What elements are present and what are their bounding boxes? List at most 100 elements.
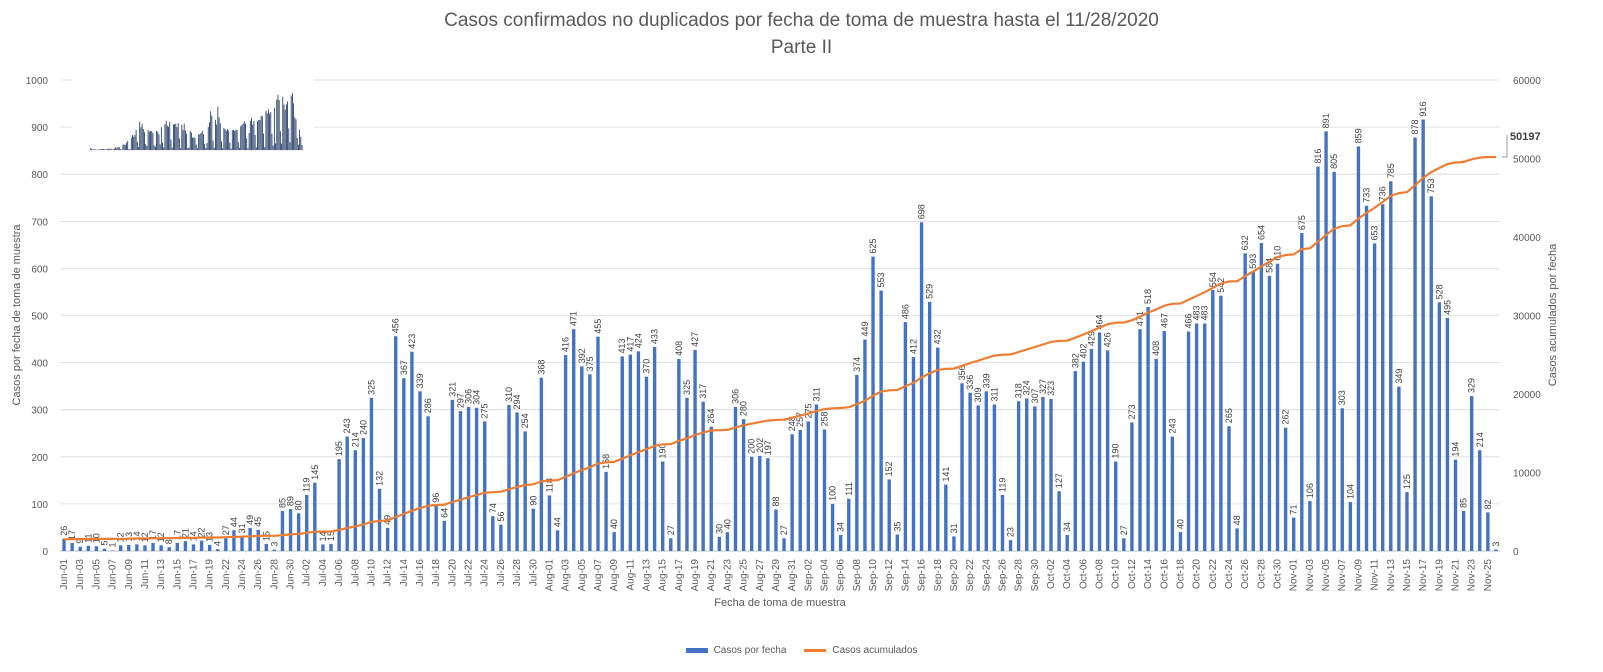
thumbnail-bar	[147, 130, 149, 150]
bar	[135, 544, 139, 551]
x-tick-label: Aug-17	[674, 559, 685, 592]
bar-value-label: 733	[1362, 188, 1372, 203]
bar-value-label: 8	[164, 539, 174, 544]
bar-value-label: 392	[577, 348, 587, 363]
bar-value-label: 916	[1418, 102, 1428, 117]
x-tick-label: Jul-22	[464, 559, 475, 587]
x-tick-label: Sep-22	[965, 559, 976, 592]
bar-value-label: 467	[1159, 313, 1169, 328]
bar	[555, 530, 560, 551]
bar-value-label: 27	[666, 525, 676, 535]
bar-value-label: 40	[609, 519, 619, 529]
bar-value-label: 44	[553, 517, 563, 527]
thumbnail-bar	[199, 134, 201, 150]
thumbnail-bar	[282, 96, 284, 150]
thumbnail-bar	[195, 144, 197, 150]
bar	[1348, 502, 1353, 551]
x-tick-label: Nov-15	[1402, 559, 1413, 592]
x-tick-label: Jun-09	[124, 559, 135, 590]
bar-value-label: 119	[997, 478, 1007, 492]
bar-value-label: 85	[277, 498, 287, 508]
bar	[709, 426, 713, 551]
bar	[838, 534, 843, 551]
bar	[248, 527, 252, 551]
bar	[790, 434, 794, 551]
x-tick-label: Aug-25	[739, 559, 750, 592]
x-tick-label: Oct-18	[1175, 559, 1186, 589]
thumbnail-bar	[257, 121, 258, 150]
thumbnail-bar	[267, 109, 269, 150]
thumbnail-bar	[130, 137, 132, 150]
x-tick-label: Sep-02	[803, 559, 814, 592]
bar-value-label: 34	[1062, 522, 1072, 532]
bar	[127, 544, 131, 551]
bar-value-label: 891	[1321, 113, 1331, 128]
thumbnail-bar	[145, 144, 147, 150]
bar-value-label: 74	[488, 503, 498, 513]
bar	[167, 547, 171, 551]
y-tick-label: 100	[31, 500, 48, 511]
bar	[1065, 534, 1069, 551]
y-tick-label: 200	[31, 453, 48, 464]
bar	[458, 411, 463, 551]
bar-value-label: 96	[431, 493, 441, 503]
bar	[1243, 253, 1247, 551]
bar-value-label: 495	[1442, 300, 1452, 315]
y2-axis-title: Casos acumulados por fecha	[1547, 243, 1559, 386]
x-tick-label: Sep-26	[997, 559, 1008, 592]
thumbnail-bar	[165, 120, 167, 150]
thumbnail-bar	[278, 100, 280, 150]
bar-value-label: 4	[213, 541, 223, 546]
thumbnail-bar	[109, 149, 111, 150]
bar-value-label: 106	[1305, 483, 1315, 498]
bar-value-label: 80	[294, 500, 304, 510]
x-tick-label: Sep-24	[981, 559, 992, 592]
bar-value-label: 374	[852, 357, 862, 372]
bar-value-label: 309	[973, 387, 983, 402]
bar-value-label: 9	[75, 539, 85, 544]
thumbnail-bar	[266, 113, 268, 150]
thumbnail-bar	[123, 144, 125, 150]
x-tick-label: Aug-19	[690, 559, 701, 592]
bar-value-label: 104	[1345, 484, 1355, 499]
thumbnail-bar	[117, 146, 119, 150]
bar	[863, 339, 867, 551]
bar-value-label: 327	[1038, 379, 1048, 394]
thumbnail-bar	[99, 149, 101, 150]
bar	[1478, 450, 1482, 551]
thumbnail-bar	[275, 143, 276, 150]
y-tick-label: 800	[31, 170, 48, 181]
thumbnail-bar	[118, 147, 120, 150]
thumbnail-bar	[104, 149, 106, 150]
bar	[766, 458, 770, 551]
thumbnail-bar	[296, 137, 298, 150]
x-tick-label: Jul-20	[447, 559, 458, 587]
bar	[305, 494, 309, 551]
bar	[1041, 396, 1045, 551]
bar	[604, 471, 608, 551]
bar	[1437, 302, 1442, 551]
bar	[361, 437, 366, 551]
bar	[410, 351, 414, 551]
bar	[1203, 323, 1207, 551]
bar-value-label: 427	[690, 332, 700, 347]
bar	[402, 378, 406, 551]
bar-value-label: 286	[423, 398, 433, 413]
thumbnail-bar	[236, 129, 238, 150]
x-tick-label: Sep-14	[900, 559, 911, 592]
thumbnail-bar	[175, 123, 177, 150]
thumbnail-chart-image	[72, 72, 314, 162]
bar	[1421, 119, 1425, 552]
thumbnail-bar	[98, 149, 100, 150]
thumbnail-bar	[294, 117, 296, 150]
thumbnail-bar	[300, 136, 302, 150]
bar-value-label: 14	[318, 531, 328, 541]
bar	[725, 532, 730, 551]
x-tick-label: Sep-28	[1014, 559, 1025, 592]
x-tick-label: Sep-30	[1030, 559, 1041, 592]
bar	[507, 404, 511, 551]
thumbnail-bar	[235, 129, 237, 150]
bar	[1364, 205, 1369, 551]
bar	[798, 429, 802, 551]
bar	[976, 405, 980, 551]
